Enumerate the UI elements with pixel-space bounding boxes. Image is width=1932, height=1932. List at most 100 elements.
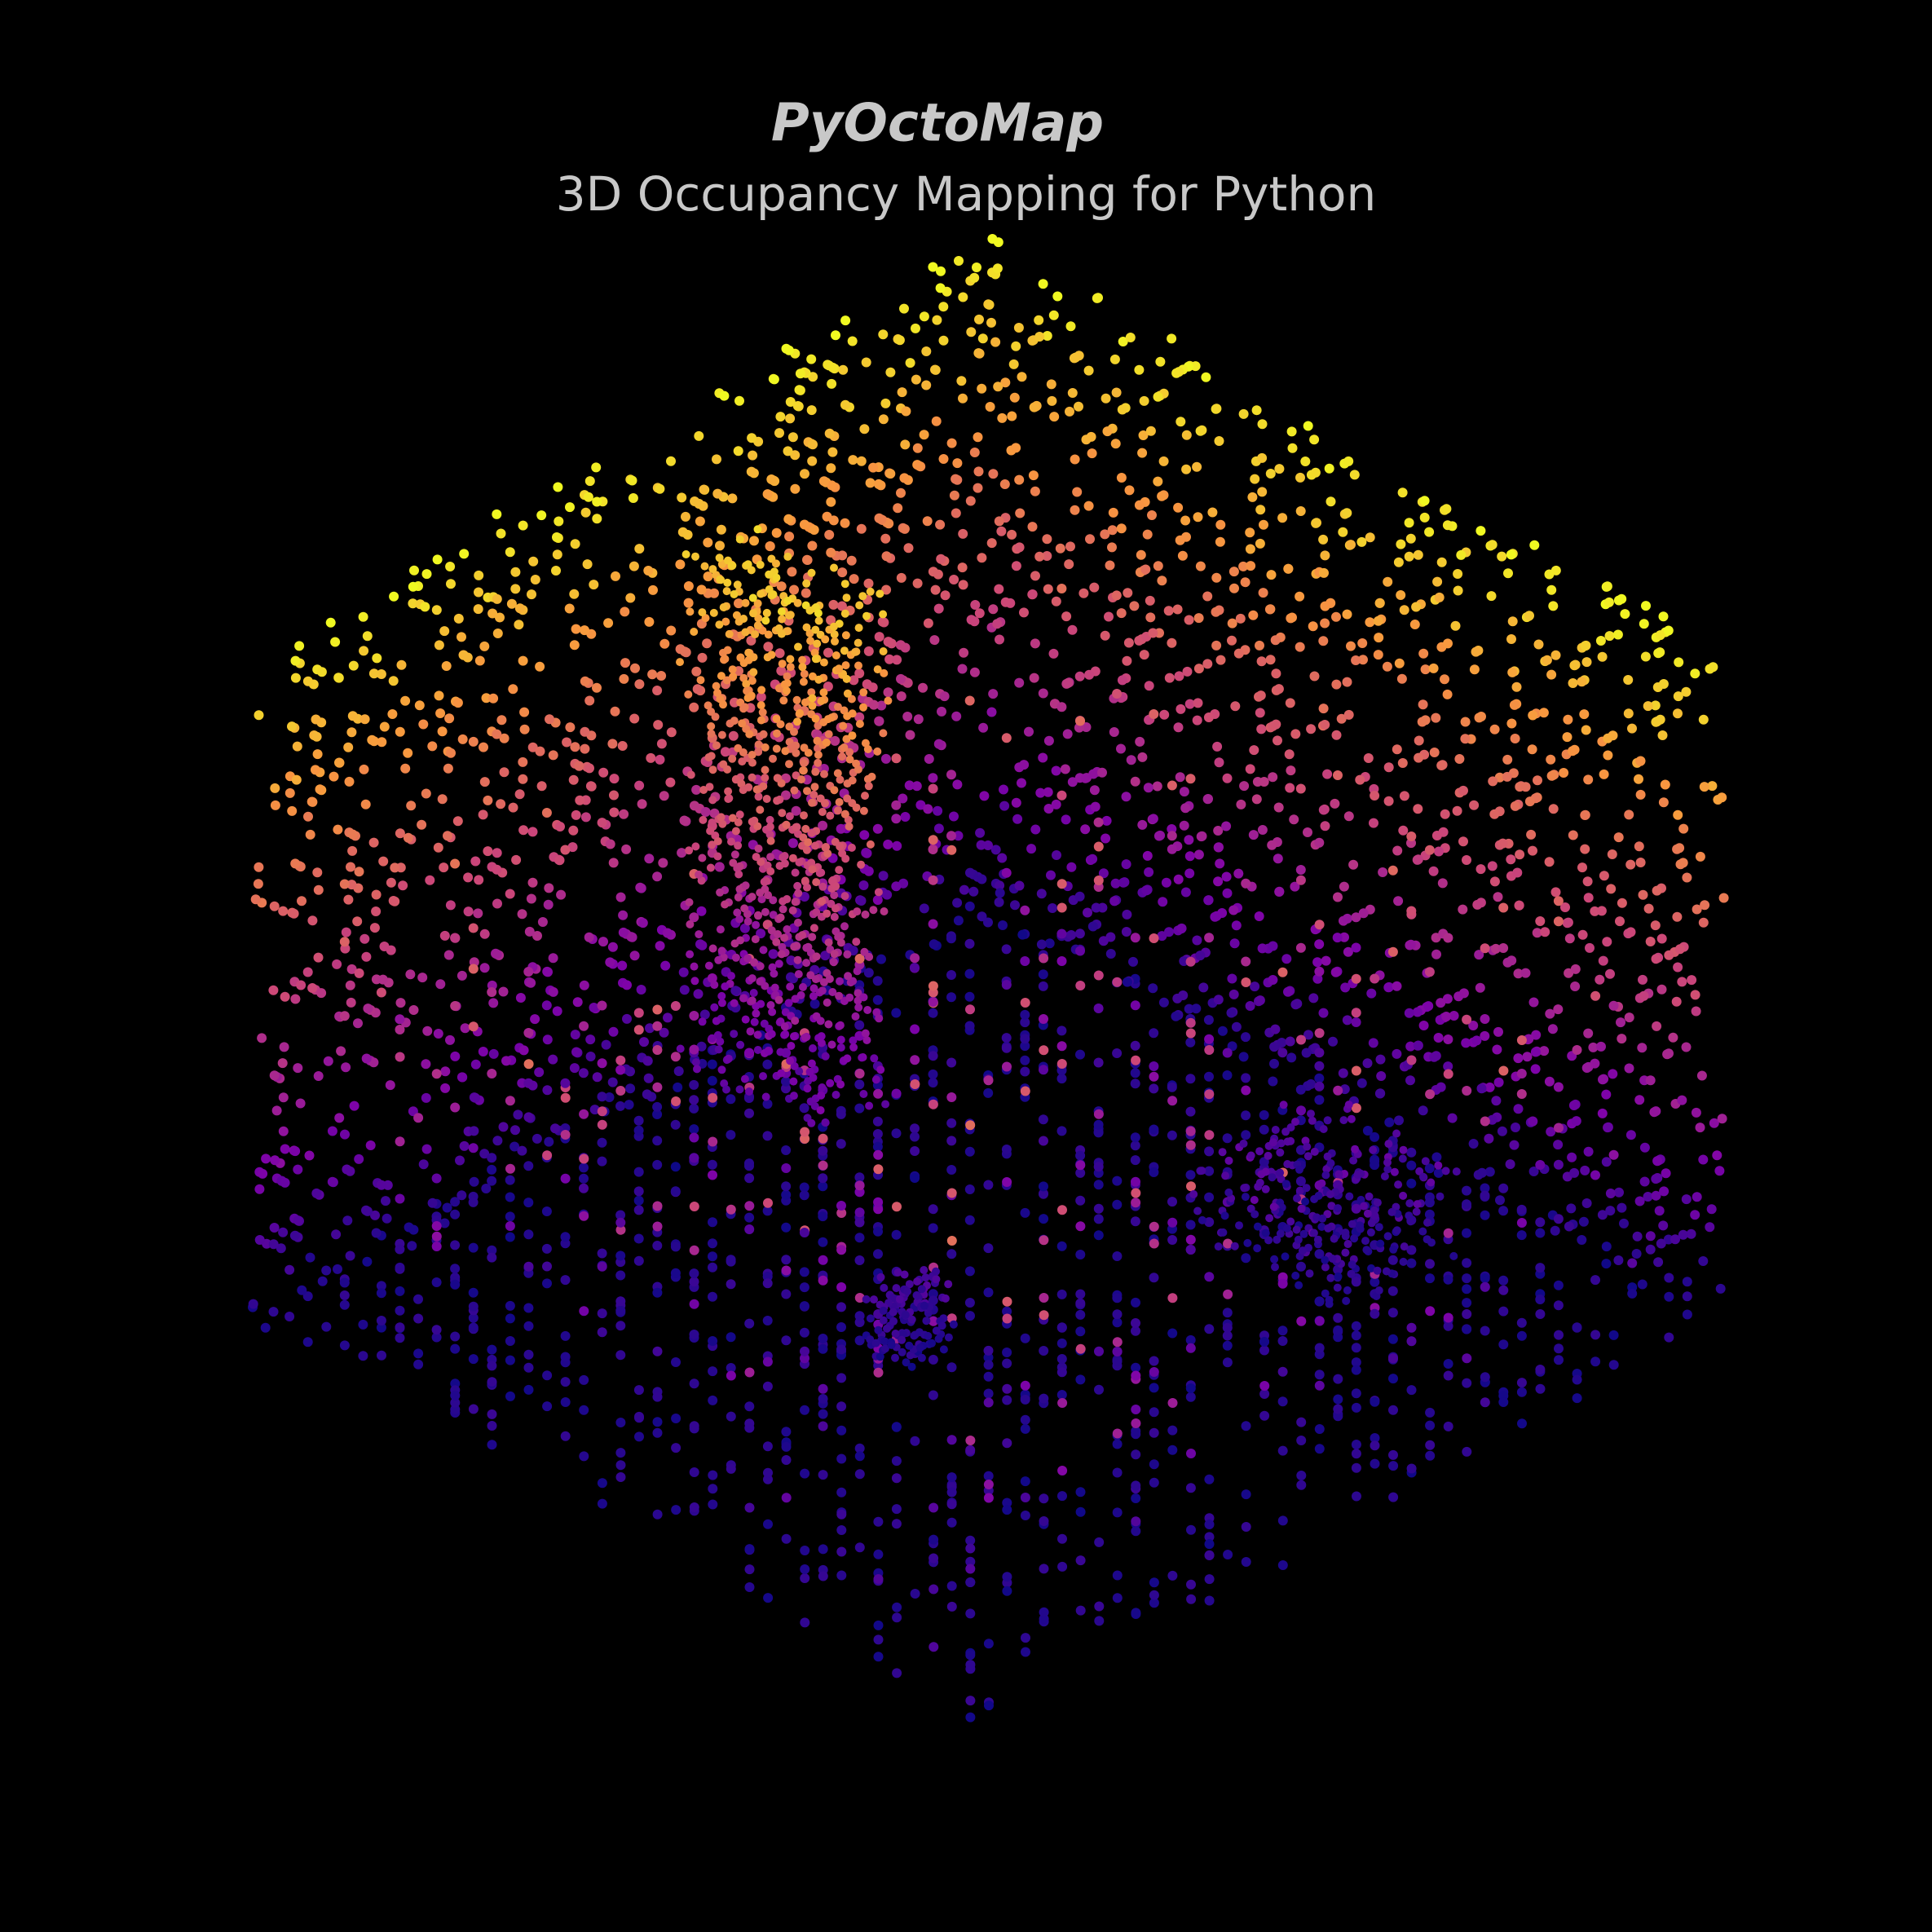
voxel-dot	[437, 726, 448, 737]
voxel-dot	[814, 751, 823, 759]
voxel-dot	[268, 1307, 279, 1317]
voxel-dot	[652, 1082, 663, 1092]
voxel-dot	[517, 1145, 527, 1156]
voxel-dot	[1202, 591, 1213, 602]
voxel-dot	[1149, 1477, 1159, 1488]
voxel-dot	[1065, 541, 1075, 552]
voxel-dot	[1390, 1167, 1399, 1176]
voxel-dot	[958, 580, 968, 590]
voxel-dot	[840, 809, 849, 818]
voxel-dot	[1157, 576, 1167, 586]
voxel-dot	[796, 990, 805, 999]
voxel-dot	[1516, 1204, 1527, 1215]
voxel-dot	[1259, 1389, 1270, 1399]
voxel-dot	[395, 1193, 405, 1204]
voxel-dot	[1590, 1330, 1601, 1340]
voxel-dot	[1638, 974, 1647, 985]
voxel-dot	[1582, 876, 1593, 887]
voxel-dot	[849, 977, 858, 986]
voxel-dot	[395, 1025, 405, 1034]
voxel-dot	[1535, 916, 1546, 926]
voxel-dot	[583, 492, 593, 502]
voxel-dot	[1323, 1152, 1332, 1161]
voxel-dot	[508, 684, 518, 695]
voxel-dot	[1241, 1130, 1251, 1140]
voxel-dot	[761, 907, 770, 916]
voxel-dot	[544, 883, 554, 893]
voxel-dot	[1424, 1209, 1435, 1220]
voxel-dot	[339, 1277, 350, 1288]
voxel-dot	[933, 603, 944, 614]
voxel-dot	[1351, 1103, 1361, 1114]
voxel-dot	[1405, 1041, 1416, 1052]
voxel-dot	[923, 618, 933, 629]
voxel-dot	[836, 842, 845, 851]
voxel-dot	[1436, 557, 1447, 567]
voxel-dot	[876, 954, 886, 964]
voxel-dot	[1507, 616, 1518, 627]
voxel-dot	[569, 1063, 580, 1074]
voxel-dot	[1265, 469, 1276, 479]
voxel-dot	[876, 1273, 885, 1281]
voxel-dot	[1287, 612, 1297, 623]
voxel-dot	[831, 651, 840, 659]
voxel-dot	[1268, 772, 1278, 783]
voxel-dot	[1295, 1176, 1306, 1186]
voxel-dot	[1131, 1516, 1141, 1527]
voxel-dot	[1303, 827, 1312, 837]
voxel-dot	[990, 845, 1001, 855]
voxel-dot	[910, 1331, 919, 1340]
voxel-dot	[1202, 659, 1213, 669]
voxel-dot	[333, 1264, 342, 1274]
voxel-dot	[765, 823, 774, 831]
voxel-dot	[450, 1405, 461, 1414]
voxel-dot	[618, 927, 629, 937]
voxel-dot	[691, 666, 702, 677]
voxel-dot	[852, 803, 861, 812]
voxel-dot	[1433, 1033, 1444, 1043]
voxel-dot	[1286, 1136, 1295, 1145]
voxel-dot	[1259, 1337, 1269, 1347]
voxel-dot	[1250, 981, 1260, 992]
voxel-dot	[514, 789, 525, 800]
voxel-dot	[278, 906, 289, 916]
voxel-dot	[708, 1470, 718, 1480]
voxel-dot	[652, 1509, 663, 1520]
voxel-dot	[1002, 1383, 1012, 1394]
voxel-dot	[802, 555, 813, 565]
voxel-dot	[836, 1201, 846, 1211]
voxel-dot	[1093, 1180, 1104, 1190]
voxel-dot	[776, 581, 787, 592]
voxel-dot	[854, 1443, 865, 1453]
voxel-dot	[542, 1401, 553, 1412]
voxel-dot	[450, 1001, 461, 1011]
voxel-dot	[789, 1077, 798, 1086]
voxel-dot	[1116, 523, 1127, 534]
voxel-dot	[1075, 1250, 1086, 1259]
voxel-dot	[891, 1088, 902, 1099]
voxel-dot	[714, 862, 725, 872]
voxel-dot	[988, 604, 999, 615]
voxel-dot	[793, 881, 802, 890]
voxel-dot	[964, 968, 975, 979]
voxel-dot	[1365, 617, 1375, 628]
voxel-dot	[615, 1086, 626, 1096]
voxel-dot	[929, 635, 940, 646]
voxel-dot	[712, 681, 721, 690]
voxel-dot	[1577, 677, 1587, 687]
voxel-dot	[1564, 933, 1575, 944]
voxel-dot	[1112, 1356, 1123, 1367]
voxel-dot	[1493, 1077, 1504, 1087]
voxel-dot	[800, 1134, 810, 1144]
voxel-dot	[1348, 1260, 1356, 1269]
voxel-dot	[1193, 698, 1203, 708]
voxel-dot	[1276, 1148, 1285, 1157]
voxel-dot	[840, 518, 850, 528]
voxel-dot	[1093, 1003, 1104, 1013]
voxel-dot	[621, 844, 632, 854]
voxel-dot	[930, 364, 941, 375]
voxel-dot	[1424, 845, 1435, 855]
voxel-dot	[873, 1164, 884, 1175]
voxel-dot	[946, 831, 956, 841]
voxel-dot	[1388, 1492, 1399, 1502]
